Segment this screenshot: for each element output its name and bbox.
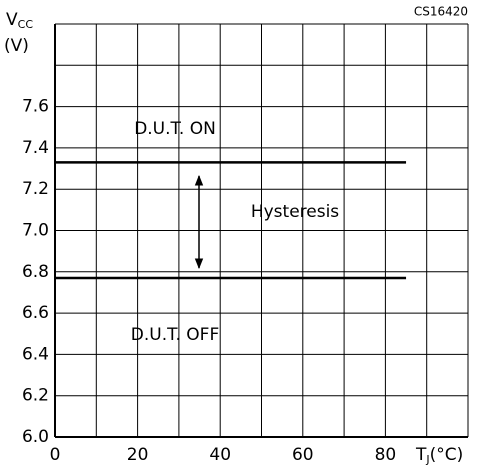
annotation: D.U.T. ON — [134, 119, 216, 139]
y-tick-label: 7.6 — [22, 97, 49, 117]
y-axis-unit: (V) — [4, 36, 29, 56]
x-tick-label: 80 — [375, 445, 397, 465]
x-tick-label: 0 — [50, 445, 61, 465]
y-tick-label: 6.0 — [22, 427, 49, 447]
x-axis-label: TJ(°C) — [415, 445, 463, 465]
annotation: D.U.T. OFF — [131, 325, 219, 345]
x-tick-label: 20 — [127, 445, 149, 465]
x-tick-label: 60 — [292, 445, 314, 465]
y-tick-label: 7.4 — [22, 138, 49, 158]
x-tick-label: 40 — [209, 445, 231, 465]
y-tick-label: 7.0 — [22, 221, 49, 241]
y-tick-label: 6.2 — [22, 386, 49, 406]
y-tick-label: 6.8 — [22, 262, 49, 282]
y-tick-label: 6.6 — [22, 303, 49, 323]
y-tick-label: 7.2 — [22, 179, 49, 199]
figure-code: CS16420 — [414, 5, 468, 19]
y-axis-label: VCC — [6, 10, 33, 31]
annotation: Hysteresis — [251, 202, 339, 222]
y-tick-label: 6.4 — [22, 344, 49, 364]
